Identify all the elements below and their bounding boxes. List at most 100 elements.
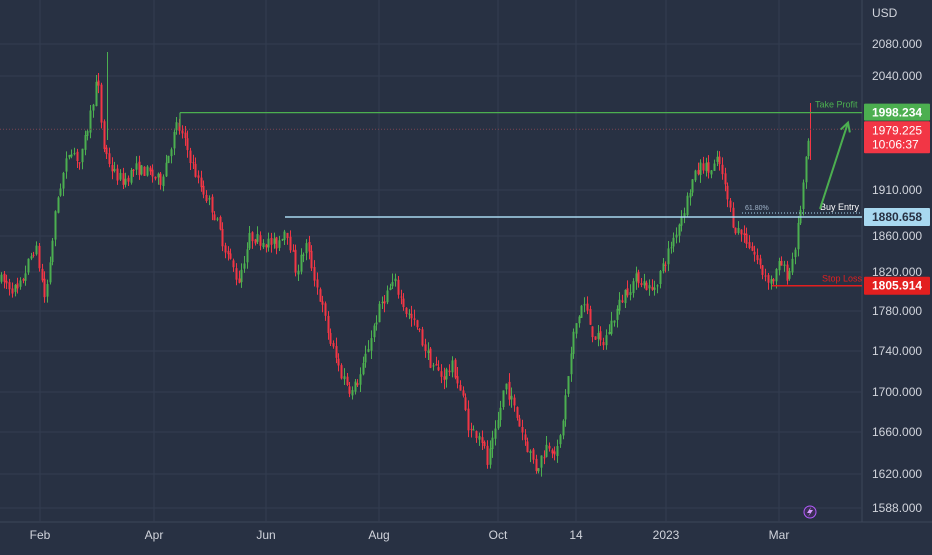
candle-body [629, 292, 632, 295]
candle-body [54, 211, 57, 240]
candle-body [564, 395, 567, 420]
candle-body [718, 156, 721, 165]
candle-body [521, 426, 524, 433]
candle-body [753, 251, 756, 255]
price-axis-background [862, 0, 932, 550]
candle-body [705, 162, 708, 171]
candle-body [240, 269, 243, 283]
candle-body [616, 308, 619, 320]
candle-body [364, 353, 367, 363]
candle-body [149, 167, 152, 172]
candle-body [238, 278, 241, 283]
candle-body [686, 195, 689, 216]
candle-body [227, 250, 230, 255]
price-tick-label: 1910.000 [872, 183, 922, 197]
price-tick-label: 1660.000 [872, 425, 922, 439]
plot-background [0, 0, 862, 522]
candle-body [283, 231, 286, 240]
time-axis[interactable]: Feb Apr Jun Aug Oct 14 2023 Mar [30, 528, 790, 542]
candle-body [761, 265, 764, 275]
candlestick-series [0, 52, 811, 477]
candle-body [602, 342, 605, 346]
trade-levels: Take Profit 61.80% Buy Entry Stop Loss [0, 100, 863, 287]
candle-body [8, 282, 11, 290]
candle-body [167, 155, 170, 164]
candle-body [505, 383, 508, 390]
candle-body [208, 198, 211, 200]
candle-body [529, 451, 532, 454]
candle-body [424, 344, 427, 351]
buy-entry-price-badge-bg [864, 207, 930, 226]
candle-body [113, 169, 116, 171]
candle-body [807, 140, 810, 157]
time-tick-label: Mar [769, 528, 790, 542]
candle-body [38, 245, 41, 269]
candle-body [767, 275, 770, 283]
price-tick-label: 1740.000 [872, 344, 922, 358]
current-price-badge-bg [864, 121, 930, 154]
candle-body [86, 131, 89, 136]
candle-body [157, 173, 160, 178]
candle-body [467, 408, 470, 431]
candle-body [270, 237, 273, 245]
candle-body [346, 376, 349, 385]
candle-body [143, 166, 146, 176]
candle-body [624, 289, 627, 304]
candle-body [451, 360, 454, 373]
price-tick-label: 1860.000 [872, 229, 922, 243]
price-tick-label: 1620.000 [872, 467, 922, 481]
candle-body [165, 162, 168, 177]
candle-body [0, 274, 3, 282]
price-axis[interactable]: 2080.000 2040.000 1910.000 1860.000 1820.000… [872, 37, 922, 515]
candle-body [308, 241, 311, 252]
candle-body [464, 397, 467, 410]
candle-body [397, 279, 400, 295]
candle-body [135, 163, 138, 170]
candle-body [797, 222, 800, 250]
stop-loss-label: Stop Loss [822, 274, 863, 284]
time-tick-label: 14 [569, 528, 583, 542]
candle-body [570, 353, 573, 375]
candle-body [502, 390, 505, 408]
candle-body [680, 217, 683, 226]
candle-body [186, 138, 189, 151]
time-tick-label: Jun [256, 528, 275, 542]
candle-body [175, 122, 178, 131]
candle-body [683, 213, 686, 217]
candle-body [335, 346, 338, 358]
candle-body [662, 263, 665, 272]
candle-body [637, 271, 640, 284]
candle-body [748, 242, 751, 248]
candle-body [394, 278, 397, 282]
candle-body [610, 320, 613, 334]
candle-body [526, 441, 529, 453]
lightning-icon[interactable] [803, 505, 817, 519]
candle-body [580, 305, 583, 318]
grid [0, 0, 862, 522]
candle-body [124, 178, 127, 185]
candle-body [643, 281, 646, 286]
candle-body [562, 420, 565, 436]
candle-body [621, 300, 624, 303]
candle-body [694, 170, 697, 181]
candle-body [243, 263, 246, 269]
candle-body [486, 445, 489, 465]
candle-body [367, 349, 370, 352]
candle-body [672, 237, 675, 247]
candle-body [16, 283, 19, 289]
candle-body [348, 386, 351, 394]
candle-body [259, 235, 262, 246]
candle-body [678, 224, 681, 236]
candle-body [775, 269, 778, 282]
candle-body [608, 331, 611, 335]
candle-body [127, 177, 130, 182]
candle-body [43, 278, 46, 298]
candle-body [645, 282, 648, 291]
candle-body [462, 390, 465, 396]
candle-body [205, 194, 208, 201]
candle-body [224, 245, 227, 253]
candle-body [689, 192, 692, 198]
candle-body [743, 233, 746, 235]
